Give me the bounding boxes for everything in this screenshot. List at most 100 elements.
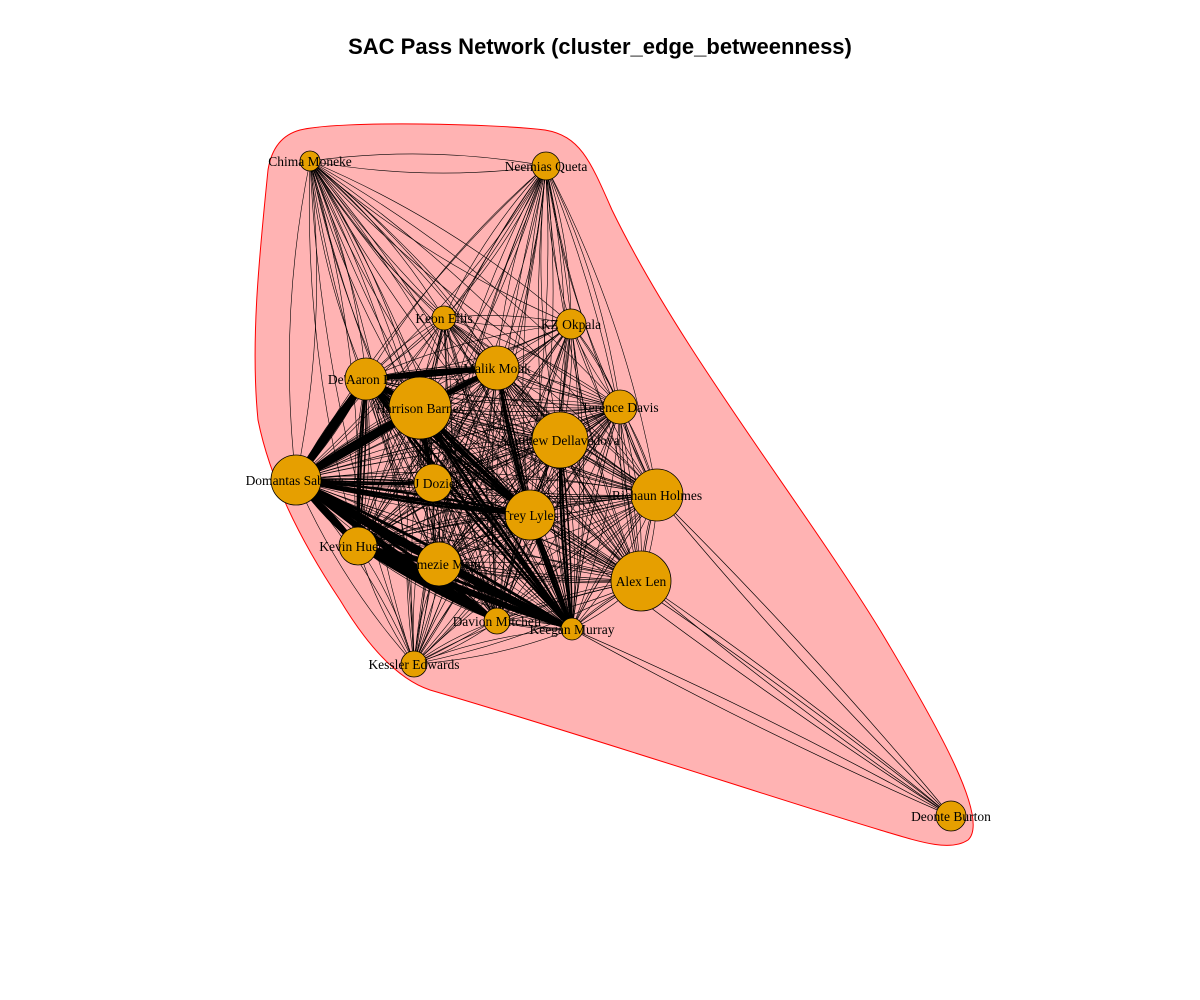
- pass-edge: [570, 323, 584, 630]
- pass-edge: [545, 165, 621, 408]
- node-label: Deonte Burton: [911, 809, 991, 824]
- pass-edge: [438, 323, 572, 565]
- pass-edge: [295, 406, 621, 481]
- pass-edge: [545, 165, 658, 496]
- node-label: Terence Davis: [581, 400, 658, 415]
- pass-edge: [357, 545, 642, 582]
- pass-edge: [522, 165, 547, 516]
- pass-edge: [295, 439, 561, 481]
- node-label: Harrison Barnes: [376, 401, 464, 416]
- node-davis: Terence Davis: [581, 389, 659, 425]
- pass-edge: [365, 165, 547, 380]
- node-barnes: Harrison Barnes: [376, 376, 464, 440]
- node-okpala: KZ Okpala: [541, 308, 601, 340]
- node-sabonis: Domantas Sabonis: [246, 454, 347, 506]
- pass-edge: [545, 165, 621, 408]
- node-label: Neemias Queta: [505, 159, 588, 174]
- node-circle: [483, 607, 511, 635]
- pass-edge: [413, 406, 621, 665]
- node-burton: Deonte Burton: [911, 800, 991, 832]
- pass-edge: [413, 628, 573, 665]
- node-queta: Neemias Queta: [505, 151, 588, 181]
- node-circle: [270, 454, 322, 506]
- node-label: KZ Okpala: [541, 317, 601, 332]
- pass-edge: [295, 439, 561, 481]
- pass-edge: [443, 317, 642, 582]
- pass-edge: [571, 406, 621, 630]
- pass-edge: [295, 479, 642, 582]
- pass-edge: [571, 628, 952, 817]
- node-circle: [388, 376, 452, 440]
- node-mitchell: Davion Mitchell: [453, 607, 542, 635]
- pass-edge: [413, 628, 573, 665]
- pass-edge: [545, 165, 658, 496]
- node-circle: [531, 411, 589, 469]
- pass-edge: [309, 160, 658, 496]
- pass-edge: [443, 165, 547, 319]
- pass-edge: [432, 406, 621, 484]
- node-label: De'Aaron Fox: [328, 372, 405, 387]
- node-metu: Chimezie Metu: [397, 541, 481, 587]
- node-circle: [338, 526, 378, 566]
- node-label: Kessler Edwards: [368, 657, 459, 672]
- node-circle: [555, 308, 587, 340]
- pass-edge: [413, 439, 561, 665]
- node-label: Davion Mitchell: [453, 614, 542, 629]
- pass-edge: [413, 439, 561, 665]
- pass-edge: [529, 514, 952, 817]
- pass-edge: [432, 482, 573, 630]
- node-lyles: Trey Lyles: [501, 489, 559, 541]
- pass-edge: [545, 165, 572, 325]
- pass-edge: [357, 406, 621, 547]
- node-label: Keegan Murray: [529, 622, 614, 637]
- node-label: Keon Ellis: [415, 311, 472, 326]
- pass-edge: [289, 160, 311, 481]
- node-circle: [630, 468, 684, 522]
- node-circle: [344, 357, 388, 401]
- node-circle: [560, 617, 584, 641]
- pass-edge: [309, 153, 547, 167]
- plot-title: SAC Pass Network (cluster_edge_betweenne…: [348, 34, 852, 59]
- pass-edge: [357, 494, 658, 547]
- node-dellavedova: Matthew Dellavedova: [500, 411, 620, 469]
- node-circle: [935, 800, 967, 832]
- pass-edge: [365, 323, 572, 380]
- node-circle: [400, 650, 428, 678]
- node-ellis: Keon Ellis: [415, 305, 473, 331]
- pass-edge: [571, 406, 621, 630]
- node-circle: [416, 541, 462, 587]
- node-label: Chima Moneke: [268, 154, 352, 169]
- pass-edge: [443, 317, 498, 622]
- node-circle: [531, 151, 561, 181]
- node-chima: Chima Moneke: [268, 150, 352, 172]
- pass-edge: [309, 160, 498, 369]
- pass-edge: [432, 323, 572, 484]
- node-label: Trey Lyles: [501, 508, 559, 523]
- pass-edge: [656, 494, 952, 817]
- pass-edge: [432, 478, 658, 496]
- node-monk: Malik Monk: [463, 345, 531, 391]
- pass-edge: [413, 494, 658, 665]
- node-label: Domantas Sabonis: [246, 473, 347, 488]
- node-label: Malik Monk: [463, 361, 531, 376]
- pass-edge: [365, 165, 547, 380]
- pass-edge: [419, 407, 658, 496]
- node-fox: De'Aaron Fox: [328, 357, 405, 401]
- pass-edge: [309, 160, 445, 319]
- pass-edge: [443, 317, 658, 496]
- node-circle: [610, 550, 672, 612]
- pass-edge: [438, 494, 658, 565]
- node-holmes: Richaun Holmes: [612, 468, 702, 522]
- pass-edge: [413, 367, 498, 665]
- pass-edge: [357, 545, 573, 630]
- pass-edge: [419, 165, 547, 409]
- node-huerter: Kevin Huerter: [319, 526, 397, 566]
- pass-edge: [413, 580, 642, 665]
- pass-edge: [656, 494, 952, 817]
- pass-edge: [295, 406, 621, 481]
- node-murray: Keegan Murray: [529, 617, 615, 641]
- pass-edge: [496, 165, 547, 369]
- pass-edge: [419, 407, 642, 582]
- node-layer: Chima Moneke Neemias Queta Keon Ellis KZ Ok…: [246, 150, 991, 832]
- node-label: Kevin Huerter: [319, 539, 397, 554]
